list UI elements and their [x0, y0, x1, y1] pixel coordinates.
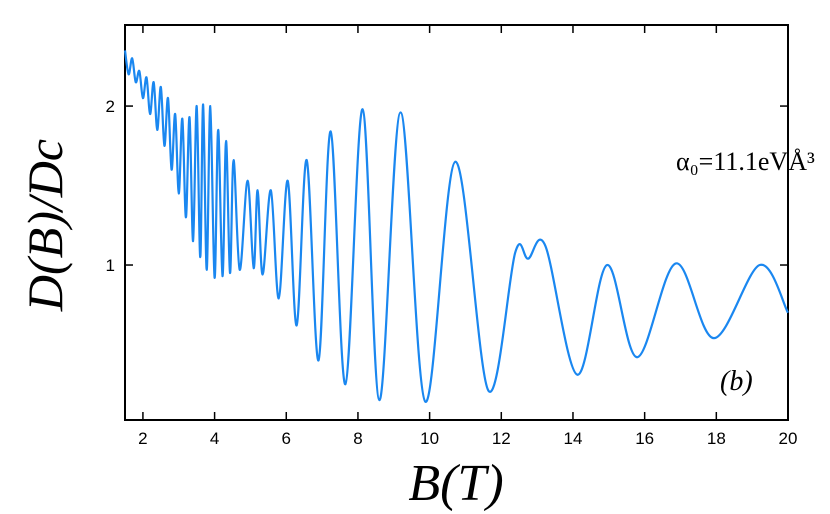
x-tick-label: 8 [353, 429, 362, 448]
x-tick-label: 18 [707, 429, 726, 448]
x-axis-label: B(T) [408, 455, 503, 512]
y-tick-label: 1 [106, 256, 115, 275]
data-line [123, 50, 789, 403]
y-tick-label: 2 [106, 97, 115, 116]
x-tick-label: 16 [635, 429, 654, 448]
plot-frame [124, 24, 789, 421]
x-tick-label: 6 [282, 429, 291, 448]
x-tick-label: 14 [564, 429, 583, 448]
x-tick-label: 10 [420, 429, 439, 448]
x-tick-label: 12 [492, 429, 511, 448]
annotation: α₀=11.1eVÅ³ [676, 147, 815, 176]
panel-label: (b) [720, 366, 753, 397]
y-axis-label: D(B)/Dc [17, 139, 73, 312]
x-tick-label: 4 [210, 429, 219, 448]
x-tick-label: 20 [779, 429, 798, 448]
x-tick-label: 2 [138, 429, 147, 448]
